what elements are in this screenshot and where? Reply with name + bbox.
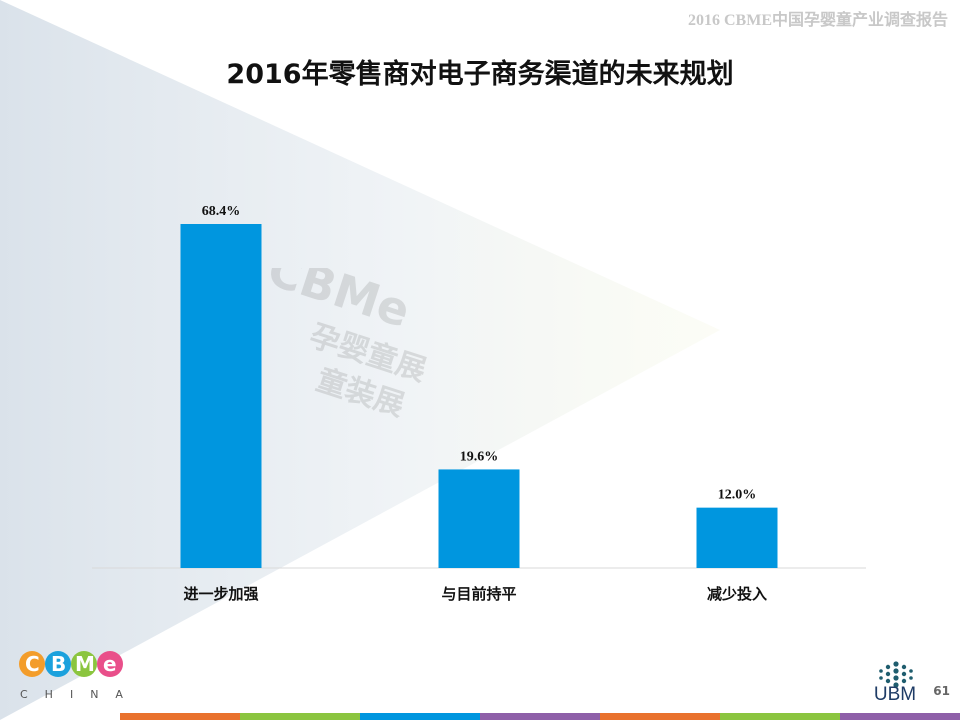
svg-text:e: e <box>103 652 117 676</box>
footer-segment-5 <box>600 713 720 720</box>
report-header-title: 2016 CBME中国孕婴童产业调查报告 <box>687 12 948 29</box>
bar-1 <box>180 224 262 568</box>
page-number: 61 <box>933 684 950 698</box>
chart-title: 2016年零售商对电子商务渠道的未来规划 <box>226 59 734 90</box>
data-label-2: 19.6% <box>460 449 499 464</box>
footer-segment-6 <box>720 713 840 720</box>
ubm-logo <box>879 661 913 688</box>
footer-segment-3 <box>360 713 480 720</box>
svg-text:C: C <box>25 652 40 676</box>
svg-text:M: M <box>75 652 95 676</box>
ubm-logo-text: UBM <box>873 684 917 705</box>
bar-3 <box>696 507 778 568</box>
watermark-logo: CBMe 孕婴童展 童装展 <box>248 242 488 442</box>
footer-segment-1 <box>120 713 240 720</box>
footer-color-bar <box>120 713 960 720</box>
category-label-3: 减少投入 <box>707 585 767 603</box>
bar-2 <box>438 469 520 568</box>
svg-text:B: B <box>51 652 66 676</box>
footer-segment-7 <box>840 713 960 720</box>
cbme-logo: C B M e <box>19 651 123 677</box>
footer-segment-4 <box>480 713 600 720</box>
category-label-2: 与目前持平 <box>441 585 516 603</box>
category-label-1: 进一步加强 <box>183 585 258 603</box>
footer-segment-2 <box>240 713 360 720</box>
cbme-logo-subtitle: CHINA <box>20 688 140 701</box>
data-label-3: 12.0% <box>718 488 757 503</box>
data-label-1: 68.4% <box>202 204 241 219</box>
